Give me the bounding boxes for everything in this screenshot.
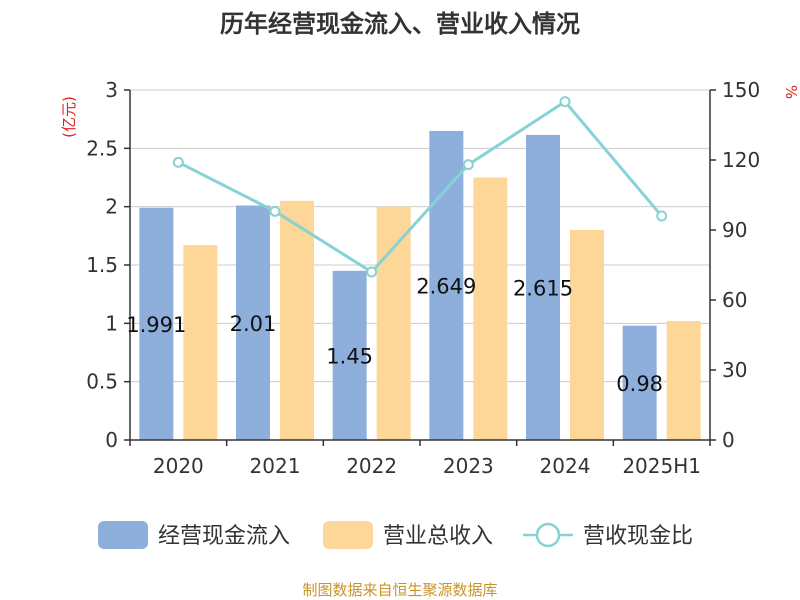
line-ratio-point [269, 205, 281, 217]
line-ratio-point [656, 210, 668, 222]
y-left-tick-label: 2.5 [86, 136, 118, 160]
bar-cash-inflow [526, 134, 560, 440]
y-left-tick-label: 0.5 [86, 370, 118, 394]
bar-revenue [666, 321, 701, 440]
source-note: 制图数据来自恒生聚源数据库 [302, 581, 498, 599]
bar-layer [139, 130, 701, 440]
y-left-tick-label: 3 [105, 78, 118, 102]
legend-swatch-revenue [323, 521, 373, 549]
y-left-unit: (亿元) [60, 96, 78, 138]
x-tick-label: 2021 [250, 454, 301, 478]
line-ratio-point [559, 96, 571, 108]
bar-cash-inflow [236, 205, 270, 440]
line-ratio [177, 99, 663, 274]
bar-value-label: 0.98 [616, 372, 663, 396]
bar-value-label: 2.649 [416, 274, 476, 298]
chart-title: 历年经营现金流入、营业收入情况 [220, 10, 580, 38]
y-left-tick-label: 2 [105, 195, 118, 219]
y-left-tick-label: 0 [105, 428, 118, 452]
bar-revenue [280, 200, 314, 440]
legend-label-cash-inflow: 经营现金流入 [158, 524, 290, 549]
x-tick-label: 2024 [540, 454, 591, 478]
legend: 经营现金流入 营业总收入 营收现金比 [98, 521, 693, 549]
legend-label-ratio: 营收现金比 [583, 524, 693, 549]
line-ratio-point [462, 159, 474, 171]
y-right-unit: % [782, 85, 800, 99]
y-right-tick-label: 60 [722, 288, 747, 312]
y-right-tick-label: 150 [722, 78, 760, 102]
line-ratio-point [366, 266, 378, 278]
line-layer [172, 96, 668, 278]
label-layer: 1.991 2.01 1.45 2.649 2.615 0.98 [126, 274, 663, 395]
y-right-tick-label: 30 [722, 358, 747, 382]
bar-value-label: 2.615 [513, 276, 573, 300]
y-right-tick-label: 90 [722, 218, 747, 242]
bar-revenue [183, 245, 218, 440]
legend-label-revenue: 营业总收入 [383, 524, 493, 549]
bar-revenue [570, 230, 604, 440]
x-tick-label: 2020 [153, 454, 204, 478]
legend-swatch-cash-inflow [98, 521, 148, 549]
x-tick-label: 2022 [346, 454, 397, 478]
bar-cash-inflow [622, 325, 657, 440]
bar-value-label: 1.45 [326, 344, 373, 368]
bar-revenue [376, 206, 411, 440]
bar-cash-inflow [429, 130, 464, 440]
grid-layer [130, 89, 710, 383]
y-right-tick-label: 0 [722, 428, 735, 452]
legend-marker-ratio [535, 522, 561, 548]
y-right-tick-label: 120 [722, 148, 760, 172]
line-ratio-point [172, 156, 184, 168]
bar-revenue [473, 177, 508, 440]
x-tick-label: 2025H1 [622, 454, 701, 478]
bar-cash-inflow [332, 270, 367, 440]
bar-value-label: 1.991 [126, 313, 186, 337]
bar-cash-inflow [139, 207, 174, 440]
bar-value-label: 2.01 [230, 312, 277, 336]
y-left-tick-label: 1.5 [86, 253, 118, 277]
y-left-tick-label: 1 [105, 311, 118, 335]
x-tick-label: 2023 [443, 454, 494, 478]
